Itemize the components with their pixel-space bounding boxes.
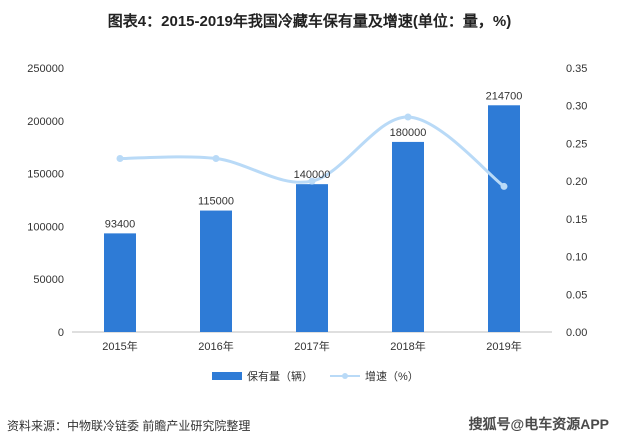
bar-data-label: 214700	[486, 90, 523, 102]
source-note: 资料来源：中物联冷链委 前瞻产业研究院整理	[7, 419, 251, 433]
bar	[296, 184, 328, 332]
y-left-tick-label: 200000	[27, 116, 64, 128]
x-tick-label: 2016年	[198, 339, 233, 353]
y-right-tick-label: 0.35	[566, 63, 587, 75]
bar-data-label: 115000	[198, 196, 234, 208]
bar-data-label: 93400	[105, 218, 136, 230]
legend-bar-swatch	[212, 372, 242, 380]
bar-data-label: 140000	[294, 169, 331, 181]
x-tick-label: 2017年	[294, 339, 329, 353]
line-layer	[116, 113, 508, 190]
bar	[488, 105, 520, 333]
y-right-tick-label: 0.05	[566, 289, 587, 301]
y-right-tick-label: 0.10	[566, 252, 587, 264]
growth-rate-point	[212, 155, 220, 163]
y-left-tick-label: 0	[58, 327, 64, 339]
axes-layer: 0 50000 100000 150000 200000 250000 0.00 0.05 0.…	[27, 63, 587, 353]
legend-line-label: 增速（%）	[365, 371, 419, 383]
bar	[392, 141, 424, 332]
bar	[104, 233, 136, 332]
y-left-tick-label: 100000	[27, 221, 64, 233]
labels-layer: 93400 115000 140000 180000 214700	[105, 90, 523, 230]
x-tick-label: 2015年	[102, 339, 137, 353]
watermark-text: 搜狐号@电车资源APP	[468, 416, 609, 432]
growth-rate-point	[500, 182, 508, 190]
growth-rate-point	[404, 113, 412, 121]
y-right-tick-label: 0.15	[566, 214, 587, 226]
bars-layer	[104, 105, 520, 333]
x-tick-label: 2018年	[390, 339, 425, 353]
growth-rate-point	[308, 177, 316, 185]
chart-title: 图表4：2015-2019年我国冷藏车保有量及增速(单位：量，%)	[107, 13, 512, 30]
y-right-tick-label: 0.30	[566, 101, 587, 113]
legend-bar-label: 保有量（辆）	[247, 371, 313, 383]
legend-line-swatch	[330, 371, 360, 381]
growth-rate-point	[116, 155, 124, 163]
y-left-tick-label: 250000	[27, 63, 64, 75]
y-right-tick-label: 0.00	[566, 327, 587, 339]
y-left-tick-label: 150000	[27, 169, 64, 181]
y-right-tick-label: 0.25	[566, 138, 587, 150]
bar	[200, 210, 232, 332]
legend-item-line: 增速（%）	[330, 368, 419, 384]
bar-data-label: 180000	[390, 127, 427, 139]
x-tick-label: 2019年	[486, 339, 521, 353]
legend-item-bar: 保有量（辆）	[212, 368, 313, 384]
y-right-tick-label: 0.20	[566, 176, 587, 188]
y-left-tick-label: 50000	[33, 274, 64, 286]
growth-rate-line	[119, 115, 505, 188]
